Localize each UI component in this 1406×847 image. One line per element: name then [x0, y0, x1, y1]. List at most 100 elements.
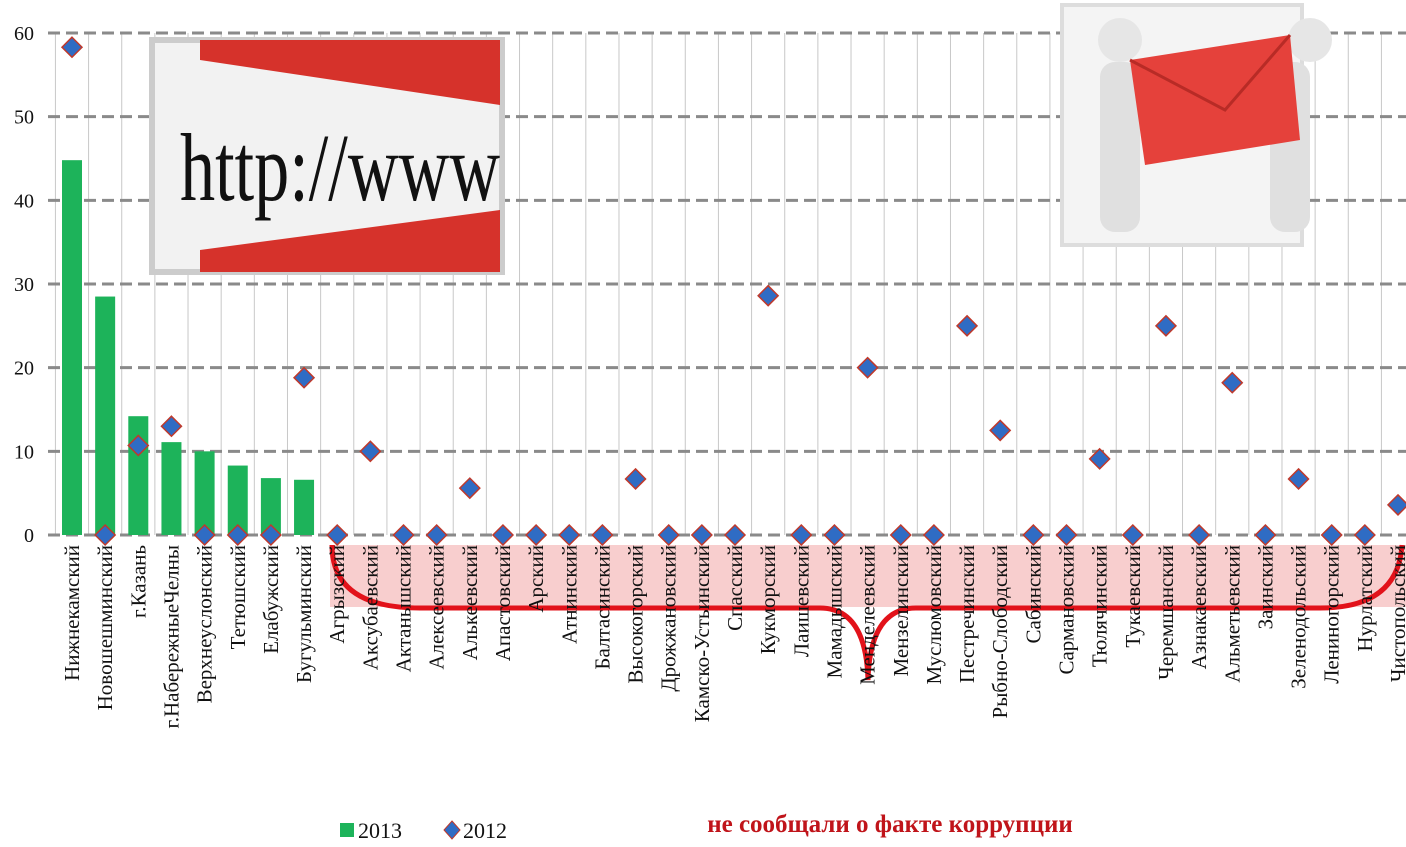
point	[1287, 467, 1310, 491]
bar	[128, 416, 149, 535]
point	[259, 523, 282, 547]
point	[1055, 523, 1078, 547]
x-tick-label: Менделеевский	[856, 545, 880, 685]
x-tick-label: Тюлячинский	[1088, 545, 1112, 667]
highlight-band	[330, 545, 1406, 607]
annotation: не сообщали о факте коррупции	[707, 811, 1073, 838]
legend: 2013 2012	[340, 818, 507, 843]
point	[757, 284, 780, 307]
x-tick-label: г.Казань	[126, 545, 150, 618]
envelope-picture	[1060, 3, 1332, 247]
plot: 0 10 20 30 40 50 60 Нижнекамский Новошешминский г…	[14, 23, 1406, 729]
point	[425, 523, 448, 547]
point	[558, 523, 581, 547]
point	[127, 434, 150, 457]
point	[94, 523, 117, 547]
y-tick-label: 50	[14, 107, 34, 129]
x-tick-label: Арский	[524, 545, 548, 613]
x-tick-label: г.НабережныеЧелны	[159, 545, 183, 729]
x-tick-label: Пестречинский	[955, 545, 979, 683]
legend-label: 2013	[358, 818, 402, 843]
bar	[260, 478, 281, 535]
point	[856, 356, 879, 379]
point	[1121, 523, 1144, 547]
point	[226, 523, 249, 547]
x-tick-label: Муслюмовский	[922, 545, 946, 684]
x-tick-label: Тетюшский	[226, 545, 250, 649]
point	[525, 523, 548, 547]
envelope-flap	[1129, 34, 1292, 112]
point	[1386, 493, 1406, 516]
legend-swatch	[340, 823, 354, 837]
x-tick-label: Азнакаевский	[1187, 545, 1211, 669]
point	[889, 523, 912, 547]
envelope	[1130, 35, 1300, 165]
point	[624, 467, 647, 491]
point	[989, 419, 1012, 442]
y-tick-label: 60	[14, 23, 34, 45]
x-tick-label: Нижнекамский	[60, 545, 84, 681]
y-tick-label: 30	[14, 274, 34, 296]
x-tick-label: Лаишевский	[789, 545, 813, 657]
point	[591, 523, 614, 547]
picture-stripe	[200, 210, 500, 272]
x-tick-label: Дрожжановский	[657, 545, 681, 692]
x-tick-label: Заинский	[1253, 545, 1277, 629]
bar	[161, 442, 182, 535]
point	[1022, 523, 1045, 547]
point	[359, 440, 382, 463]
x-tick-label: Балтасинский	[590, 545, 614, 670]
x-tick-label: Атнинский	[557, 545, 581, 644]
x-tick-label: Черемшанский	[1154, 545, 1178, 680]
x-tick-label: Зеленодольский	[1287, 545, 1311, 689]
y-tick-label: 20	[14, 358, 34, 380]
point	[1088, 447, 1111, 470]
point	[193, 523, 216, 547]
point	[1221, 371, 1244, 394]
y-tick-label: 40	[14, 190, 34, 212]
figure	[1288, 18, 1332, 62]
point	[458, 477, 481, 500]
point	[160, 415, 183, 438]
point	[690, 523, 713, 547]
bar	[294, 479, 315, 535]
point	[292, 366, 316, 389]
legend-swatch	[443, 820, 461, 840]
x-tick-label: Алькеевский	[458, 545, 482, 660]
x-tick-label: Агрызский	[325, 545, 349, 644]
point	[1353, 523, 1376, 547]
point	[790, 523, 813, 547]
x-tick-label: Кукморский	[756, 545, 780, 654]
legend-label: 2012	[463, 818, 507, 843]
figure	[1100, 62, 1140, 232]
bar	[227, 465, 248, 535]
point	[326, 523, 349, 547]
x-tick-label: Чистопольский	[1386, 545, 1406, 682]
point	[392, 523, 415, 547]
pictures: http://www	[149, 3, 1332, 275]
point	[657, 523, 680, 547]
figure	[1098, 18, 1142, 62]
point	[1154, 314, 1178, 337]
picture-text: http://www	[180, 114, 500, 221]
x-tick-label: Альметьевский	[1220, 545, 1244, 683]
brace-line	[329, 544, 1405, 681]
point	[491, 523, 515, 547]
x-tick-label: Высокогорский	[624, 545, 648, 684]
x-tick-label: Мамадышский	[822, 545, 846, 678]
x-tick-label: Елабужский	[259, 545, 283, 654]
bar	[62, 160, 82, 535]
x-tick-label: Аксубаевский	[358, 545, 382, 670]
point	[823, 523, 846, 547]
x-tick-label: Нурлатский	[1353, 545, 1377, 652]
x-tick-label: Тукаевский	[1121, 545, 1145, 648]
bar	[95, 296, 116, 535]
brace	[329, 544, 1406, 681]
x-tick-label: Мензелинский	[889, 545, 913, 677]
http-picture: http://www	[149, 37, 505, 275]
point	[1254, 523, 1277, 547]
x-tick-label: Рыбно-Слободский	[988, 545, 1012, 718]
point	[1188, 523, 1211, 547]
point	[60, 36, 84, 59]
